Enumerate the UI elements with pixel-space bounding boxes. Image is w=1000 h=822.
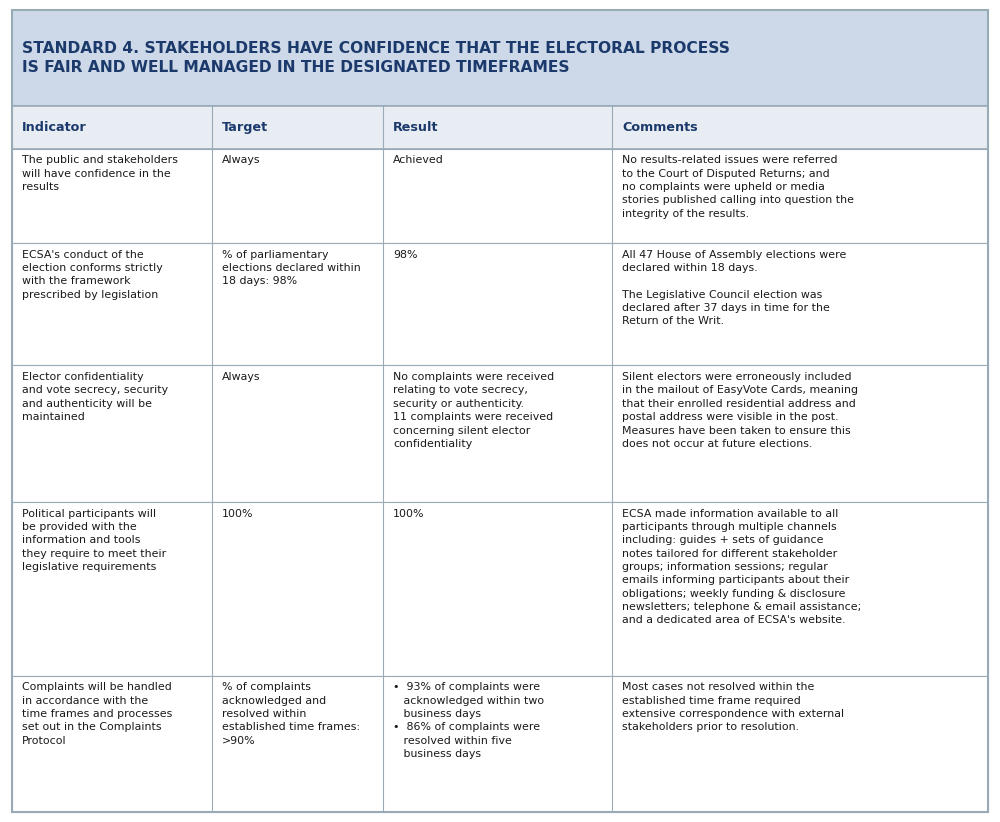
Text: Result: Result: [393, 121, 438, 134]
Text: Complaints will be handled
in accordance with the
time frames and processes
set : Complaints will be handled in accordance…: [22, 682, 172, 746]
Bar: [12, 106, 988, 149]
Text: Political participants will
be provided with the
information and tools
they requ: Political participants will be provided …: [22, 509, 166, 572]
Text: 100%: 100%: [393, 509, 424, 519]
Text: Target: Target: [222, 121, 268, 134]
Bar: [12, 366, 988, 502]
Text: % of parliamentary
elections declared within
18 days: 98%: % of parliamentary elections declared wi…: [222, 250, 361, 286]
Text: ECSA made information available to all
participants through multiple channels
in: ECSA made information available to all p…: [622, 509, 861, 626]
Text: Achieved: Achieved: [393, 155, 444, 165]
Text: ECSA's conduct of the
election conforms strictly
with the framework
prescribed b: ECSA's conduct of the election conforms …: [22, 250, 163, 300]
Bar: [12, 676, 988, 812]
Text: Elector confidentiality
and vote secrecy, security
and authenticity will be
main: Elector confidentiality and vote secrecy…: [22, 372, 168, 423]
Bar: [12, 502, 988, 676]
Text: Always: Always: [222, 372, 261, 382]
Text: All 47 House of Assembly elections were
declared within 18 days.

The Legislativ: All 47 House of Assembly elections were …: [622, 250, 847, 326]
Text: STANDARD 4. STAKEHOLDERS HAVE CONFIDENCE THAT THE ELECTORAL PROCESS
IS FAIR AND : STANDARD 4. STAKEHOLDERS HAVE CONFIDENCE…: [22, 41, 730, 75]
Text: Indicator: Indicator: [22, 121, 87, 134]
Text: The public and stakeholders
will have confidence in the
results: The public and stakeholders will have co…: [22, 155, 178, 192]
Text: Silent electors were erroneously included
in the mailout of EasyVote Cards, mean: Silent electors were erroneously include…: [622, 372, 858, 449]
Text: •  93% of complaints were
   acknowledged within two
   business days
•  86% of : • 93% of complaints were acknowledged wi…: [393, 682, 544, 759]
Text: Most cases not resolved within the
established time frame required
extensive cor: Most cases not resolved within the estab…: [622, 682, 844, 732]
Bar: [12, 243, 988, 366]
Text: No results-related issues were referred
to the Court of Disputed Returns; and
no: No results-related issues were referred …: [622, 155, 854, 219]
Text: Comments: Comments: [622, 121, 698, 134]
Text: % of complaints
acknowledged and
resolved within
established time frames:
>90%: % of complaints acknowledged and resolve…: [222, 682, 360, 746]
Text: Always: Always: [222, 155, 261, 165]
Text: No complaints were received
relating to vote secrecy,
security or authenticity.
: No complaints were received relating to …: [393, 372, 554, 449]
Text: 100%: 100%: [222, 509, 254, 519]
Bar: [12, 149, 988, 243]
Bar: [12, 10, 988, 106]
Text: 98%: 98%: [393, 250, 417, 260]
